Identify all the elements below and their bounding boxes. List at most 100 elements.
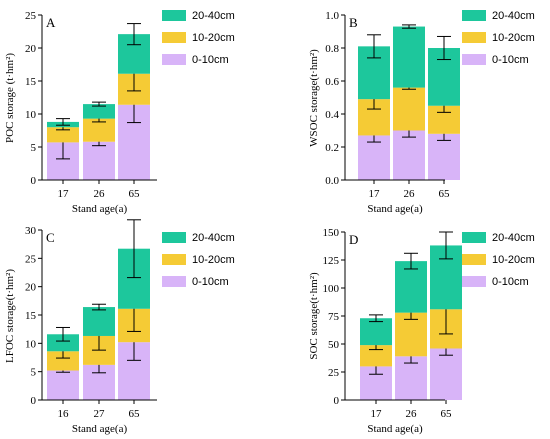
panel-c-ytick-label: 15 xyxy=(25,310,37,322)
panel-d-errorbar-20-40cm-65 xyxy=(439,231,453,260)
panel-c-legend-swatch-0-10cm xyxy=(162,276,186,287)
panel-d-ytick-label: 50 xyxy=(328,339,340,351)
panel-b-xtick-label: 26 xyxy=(404,188,416,200)
panel-d-bar-0-10cm-65 xyxy=(430,348,462,400)
panel-a-ylabel: POC storage (t·hm²) xyxy=(4,53,16,143)
panel-d-bar-20-40cm-26 xyxy=(395,261,427,313)
panel-c-ytick-label: 5 xyxy=(31,367,37,379)
panel-b-legend-swatch-20-40cm xyxy=(462,10,486,21)
panel-b-bar-0-10cm-17 xyxy=(358,135,390,180)
panel-b-errorbar-20-40cm-17 xyxy=(367,34,381,59)
panel-b-errorbar-20-40cm-65 xyxy=(437,35,451,61)
panel-a-bar-10-20cm-17 xyxy=(47,127,79,143)
panel-c-ytick-label: 25 xyxy=(25,253,37,265)
panel-d-errorbar-20-40cm-17 xyxy=(369,314,383,323)
panel-d-ytick-label: 0 xyxy=(334,395,340,407)
panel-c-bar-0-10cm-16 xyxy=(47,370,79,400)
panel-b-legend-swatch-0-10cm xyxy=(462,54,486,65)
panel-d-bar-0-10cm-26 xyxy=(395,356,427,400)
panel-a-xlabel: Stand age(a) xyxy=(72,203,128,215)
panel-c-xlabel: Stand age(a) xyxy=(72,423,128,435)
panel-b-ylabel: WSOC storage(t·hm²) xyxy=(308,49,320,147)
panel-c-bar-20-40cm-27 xyxy=(83,307,115,336)
panel-d-xtick-label: 26 xyxy=(406,408,418,420)
panel-a-legend-label-20-40cm: 20-40cm xyxy=(192,10,235,22)
panel-c-bar-20-40cm-16 xyxy=(47,334,79,352)
panel-c-errorbar-20-40cm-65 xyxy=(127,219,141,279)
panel-b-errorbar-20-40cm-26 xyxy=(402,24,416,29)
panel-a-ytick-label: 5 xyxy=(31,142,37,154)
panel-d-bar-20-40cm-17 xyxy=(360,318,392,346)
panel-c-errorbar-20-40cm-16 xyxy=(56,326,70,342)
panel-a-legend-swatch-20-40cm xyxy=(162,10,186,21)
panel-d-legend-label-10-20cm: 10-20cm xyxy=(492,254,535,266)
panel-a-ytick-label: 0 xyxy=(31,175,37,187)
panel-a-ytick-label: 20 xyxy=(25,43,37,55)
panel-c-legend-label-0-10cm: 0-10cm xyxy=(192,276,229,288)
panel-d: 0 25 50 75 100 125 150 17 26 65 Stand age(a) SOC st… xyxy=(308,227,535,435)
panel-a-legend-label-0-10cm: 0-10cm xyxy=(192,54,229,66)
panel-b-legend-label-10-20cm: 10-20cm xyxy=(492,32,535,44)
panel-a-xtick-label: 65 xyxy=(129,188,141,200)
panel-c-panel-label: C xyxy=(46,230,55,245)
panel-c-xtick-label: 65 xyxy=(129,408,141,420)
panel-a-ytick-label: 10 xyxy=(25,109,37,121)
panel-a-errorbar-20-40cm-26 xyxy=(92,101,106,107)
panel-c-errorbar-20-40cm-27 xyxy=(92,303,106,311)
panel-d-bar-10-20cm-26 xyxy=(395,312,427,357)
panel-b-legend-swatch-10-20cm xyxy=(462,32,486,43)
panel-d-xlabel: Stand age(a) xyxy=(367,423,423,435)
panel-a-errorbar-20-40cm-65 xyxy=(127,23,141,46)
panel-b-ytick-label: 0.6 xyxy=(325,76,339,88)
panel-c-ytick-label: 0 xyxy=(31,395,37,407)
panel-c-ytick-label: 20 xyxy=(25,282,37,294)
panel-b-legend-label-20-40cm: 20-40cm xyxy=(492,10,535,22)
panel-d-ytick-label: 75 xyxy=(328,311,340,323)
panel-d-xtick-label: 65 xyxy=(441,408,453,420)
panel-b-xlabel: Stand age(a) xyxy=(367,203,423,215)
panel-d-ytick-label: 125 xyxy=(323,255,340,267)
panel-c-ytick-label: 30 xyxy=(25,225,37,237)
panel-d-ytick-label: 150 xyxy=(323,227,340,239)
panel-d-legend-swatch-10-20cm xyxy=(462,254,486,265)
panel-b-bar-0-10cm-26 xyxy=(393,130,425,180)
panel-c-xtick-label: 16 xyxy=(58,408,70,420)
panel-b-bar-10-20cm-26 xyxy=(393,87,425,131)
panel-b-legend-label-0-10cm: 0-10cm xyxy=(492,54,529,66)
panel-a-legend-label-10-20cm: 10-20cm xyxy=(192,32,235,44)
panel-d-ylabel: SOC storage(t·hm²) xyxy=(308,272,320,360)
panel-d-panel-label: D xyxy=(349,232,358,247)
panel-b-xtick-label: 17 xyxy=(369,188,381,200)
panel-b-ytick-label: 0.8 xyxy=(325,43,339,55)
panel-a-bar-0-10cm-26 xyxy=(83,141,115,180)
panel-d-ytick-label: 100 xyxy=(323,283,340,295)
panel-c-ytick-label: 10 xyxy=(25,338,37,350)
panel-b-ytick-label: 0.4 xyxy=(325,109,339,121)
panel-c-legend-swatch-20-40cm xyxy=(162,232,186,243)
panel-a-legend: 20-40cm 10-20cm 0-10cm xyxy=(162,10,235,66)
panel-d-legend-label-0-10cm: 0-10cm xyxy=(492,276,529,288)
panel-a-ytick-label: 25 xyxy=(25,10,37,22)
panel-b-legend: 20-40cm 10-20cm 0-10cm xyxy=(462,10,535,66)
panel-c-legend-swatch-10-20cm xyxy=(162,254,186,265)
panel-b-xtick-label: 65 xyxy=(439,188,451,200)
panel-b-panel-label: B xyxy=(349,15,358,30)
panel-c-legend: 20-40cm 10-20cm 0-10cm xyxy=(162,232,235,288)
panel-b-ytick-label: 0.2 xyxy=(325,142,339,154)
panel-c-legend-label-10-20cm: 10-20cm xyxy=(192,254,235,266)
panel-a-legend-swatch-10-20cm xyxy=(162,32,186,43)
panel-d-xtick-label: 17 xyxy=(371,408,383,420)
panel-d-legend: 20-40cm 10-20cm 0-10cm xyxy=(462,232,535,288)
panel-a-legend-swatch-0-10cm xyxy=(162,54,186,65)
panel-c-ylabel: LFOC storage(t·hm²) xyxy=(4,269,16,363)
panel-d-legend-swatch-20-40cm xyxy=(462,232,486,243)
panel-d-errorbar-20-40cm-26 xyxy=(404,252,418,270)
panel-a-errorbar-20-40cm-17 xyxy=(56,118,70,126)
panel-c-bar-10-20cm-16 xyxy=(47,351,79,371)
panel-b-bar-0-10cm-65 xyxy=(428,133,460,180)
panel-b-ytick-label: 0.0 xyxy=(325,175,339,187)
panel-c-xtick-label: 27 xyxy=(94,408,106,420)
panel-a-panel-label: A xyxy=(46,15,56,30)
